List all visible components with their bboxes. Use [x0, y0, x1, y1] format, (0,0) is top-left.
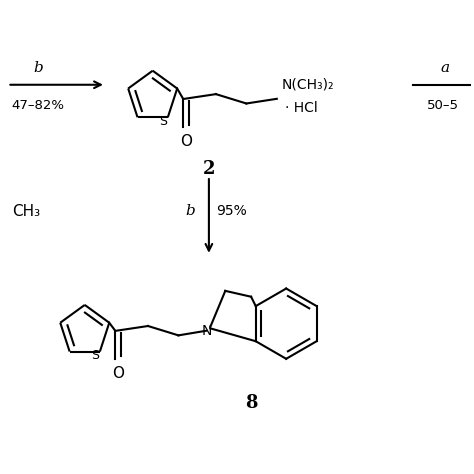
Text: 50–5: 50–5 [427, 99, 459, 112]
Text: 47–82%: 47–82% [11, 99, 64, 112]
Text: S: S [91, 349, 99, 362]
Text: O: O [112, 366, 124, 381]
Text: a: a [441, 62, 450, 75]
Text: 95%: 95% [216, 204, 246, 218]
Text: S: S [159, 115, 167, 128]
Text: · HCl: · HCl [285, 101, 318, 115]
Text: 2: 2 [203, 160, 215, 178]
Text: b: b [185, 204, 195, 218]
Text: b: b [33, 62, 43, 75]
Text: CH₃: CH₃ [12, 204, 40, 219]
Text: N: N [201, 324, 212, 337]
Text: 8: 8 [245, 394, 257, 412]
Text: N(CH₃)₂: N(CH₃)₂ [282, 78, 334, 92]
Text: O: O [180, 134, 192, 149]
